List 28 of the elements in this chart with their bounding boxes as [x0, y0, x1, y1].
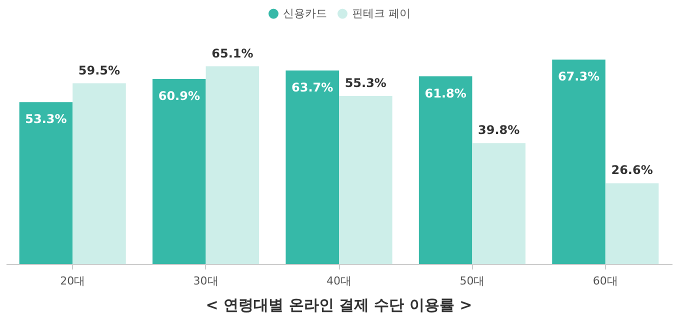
data-label: 55.3%: [344, 76, 386, 90]
data-label: 53.3%: [25, 112, 67, 126]
x-tick-label: 20대: [60, 274, 86, 288]
x-tick-label: 30대: [193, 274, 218, 288]
data-label: 61.8%: [424, 86, 466, 100]
bar: [552, 60, 606, 264]
data-label: 26.6%: [611, 163, 653, 178]
data-label: 65.1%: [212, 46, 254, 60]
data-label: 59.5%: [78, 63, 120, 78]
text: < 연령대별 온라인 결제 수단 이용률 >: [206, 296, 472, 314]
x-tick-label: 40대: [326, 274, 352, 288]
x-tick-label: 60대: [592, 274, 618, 288]
legend-label: 신용카드: [283, 6, 327, 20]
data-label: 60.9%: [158, 89, 200, 104]
legend-label: 핀테크 페이: [352, 6, 410, 20]
bar: [152, 79, 206, 264]
bar: [286, 70, 339, 264]
data-label: 63.7%: [292, 80, 334, 95]
data-label: 67.3%: [558, 70, 600, 84]
x-tick-label: 50대: [460, 274, 485, 288]
bar: [206, 66, 260, 264]
bar: [72, 83, 126, 264]
bar: [19, 102, 73, 264]
bar: [472, 143, 526, 264]
bar: [418, 76, 472, 264]
bar: [605, 183, 659, 264]
data-label: 39.8%: [478, 123, 520, 138]
bar: [339, 96, 392, 264]
